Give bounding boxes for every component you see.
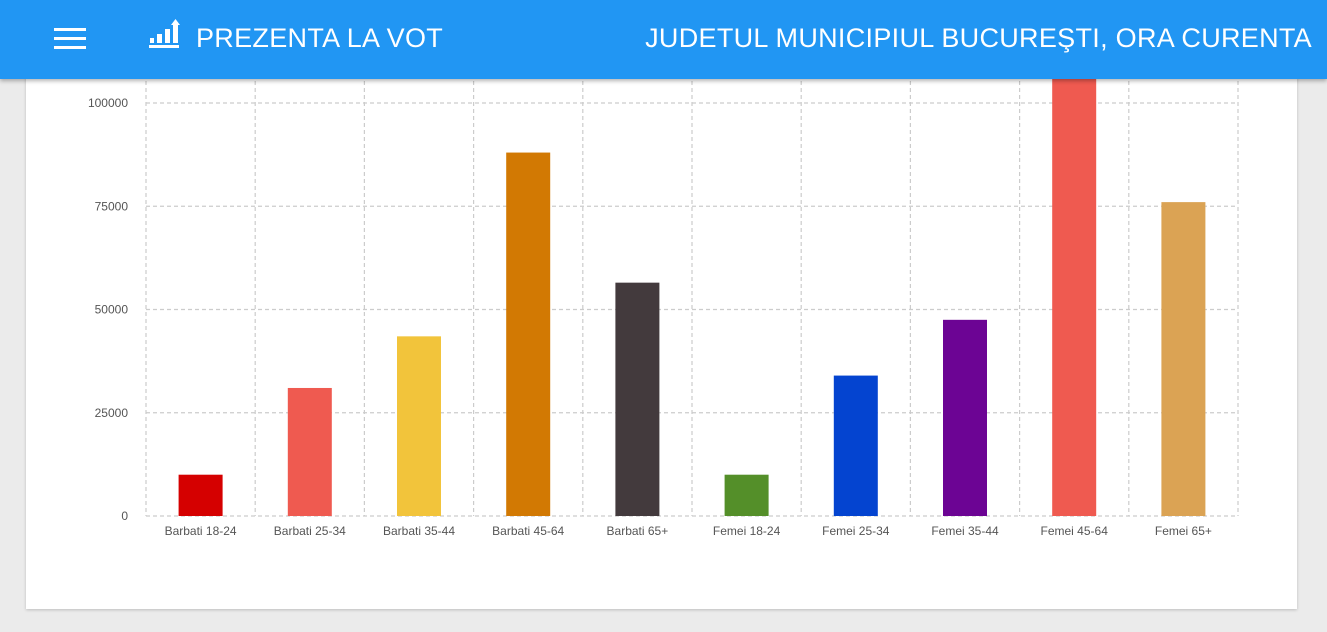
x-tick-label: Barbati 45-64	[492, 524, 564, 538]
bar-chart: 0 25000 50000 75000 100000 Barbati 18-24 Barba…	[88, 60, 1239, 538]
bar	[1161, 202, 1206, 516]
bar	[287, 387, 332, 516]
x-tick-label: Barbati 65+	[607, 524, 669, 538]
bar-chart-rising-icon	[149, 19, 180, 48]
x-tick-label: Femei 45-64	[1041, 524, 1109, 538]
hamburger-menu-icon[interactable]	[46, 20, 94, 58]
x-tick-label: Barbati 25-34	[274, 524, 346, 538]
chart-card: 0 25000 50000 75000 100000 Barbati 18-24 Barba…	[26, 60, 1297, 609]
y-tick-label: 100000	[88, 96, 128, 110]
bar	[178, 474, 223, 516]
app-title: PREZENTA LA VOT	[196, 23, 444, 53]
x-tick-label: Femei 18-24	[713, 524, 781, 538]
x-tick-label: Femei 25-34	[822, 524, 890, 538]
x-tick-label: Femei 65+	[1155, 524, 1212, 538]
y-tick-label: 25000	[95, 406, 129, 420]
app-bar: PREZENTA LA VOT JUDETUL MUNICIPIUL BUCUR…	[0, 0, 1327, 79]
x-tick-label: Femei 35-44	[931, 524, 999, 538]
y-tick-label: 0	[121, 509, 128, 523]
bar	[397, 336, 441, 516]
county-time-label: JUDETUL MUNICIPIUL BUCUREŞTI, ORA CURENT…	[645, 23, 1312, 53]
x-tick-label: Barbati 35-44	[383, 524, 455, 538]
bar	[943, 319, 987, 516]
x-tick-label: Barbati 18-24	[165, 524, 237, 538]
y-tick-label: 50000	[95, 303, 129, 317]
bar	[724, 474, 769, 516]
bar	[1052, 61, 1097, 516]
bar	[615, 282, 660, 516]
bars-group	[178, 61, 1206, 516]
y-tick-label: 75000	[95, 199, 129, 213]
bar	[506, 152, 551, 516]
bar	[833, 375, 878, 516]
